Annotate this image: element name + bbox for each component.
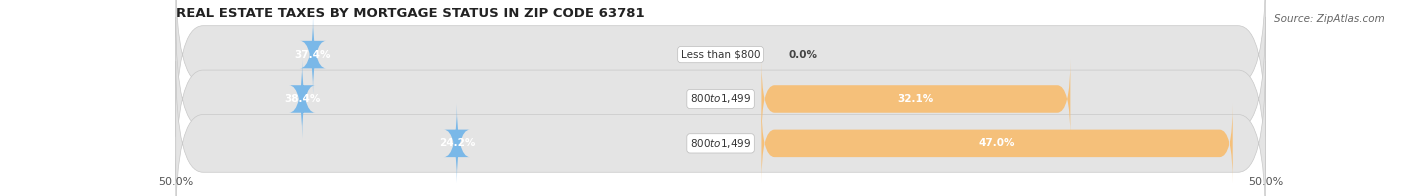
Text: 37.4%: 37.4% bbox=[295, 50, 332, 60]
Text: 38.4%: 38.4% bbox=[284, 94, 321, 104]
FancyBboxPatch shape bbox=[176, 0, 1265, 137]
Text: 24.2%: 24.2% bbox=[439, 138, 475, 148]
Text: 32.1%: 32.1% bbox=[898, 94, 934, 104]
FancyBboxPatch shape bbox=[176, 17, 1265, 181]
FancyBboxPatch shape bbox=[290, 59, 315, 139]
Text: Source: ZipAtlas.com: Source: ZipAtlas.com bbox=[1274, 14, 1385, 24]
FancyBboxPatch shape bbox=[176, 61, 1265, 196]
Text: $800 to $1,499: $800 to $1,499 bbox=[690, 93, 751, 105]
Text: 47.0%: 47.0% bbox=[979, 138, 1015, 148]
FancyBboxPatch shape bbox=[444, 104, 470, 183]
Text: REAL ESTATE TAXES BY MORTGAGE STATUS IN ZIP CODE 63781: REAL ESTATE TAXES BY MORTGAGE STATUS IN … bbox=[176, 7, 644, 20]
FancyBboxPatch shape bbox=[299, 15, 326, 94]
FancyBboxPatch shape bbox=[762, 59, 1070, 139]
Text: $800 to $1,499: $800 to $1,499 bbox=[690, 137, 751, 150]
Text: Less than $800: Less than $800 bbox=[681, 50, 761, 60]
Text: 0.0%: 0.0% bbox=[789, 50, 818, 60]
FancyBboxPatch shape bbox=[762, 104, 1233, 183]
